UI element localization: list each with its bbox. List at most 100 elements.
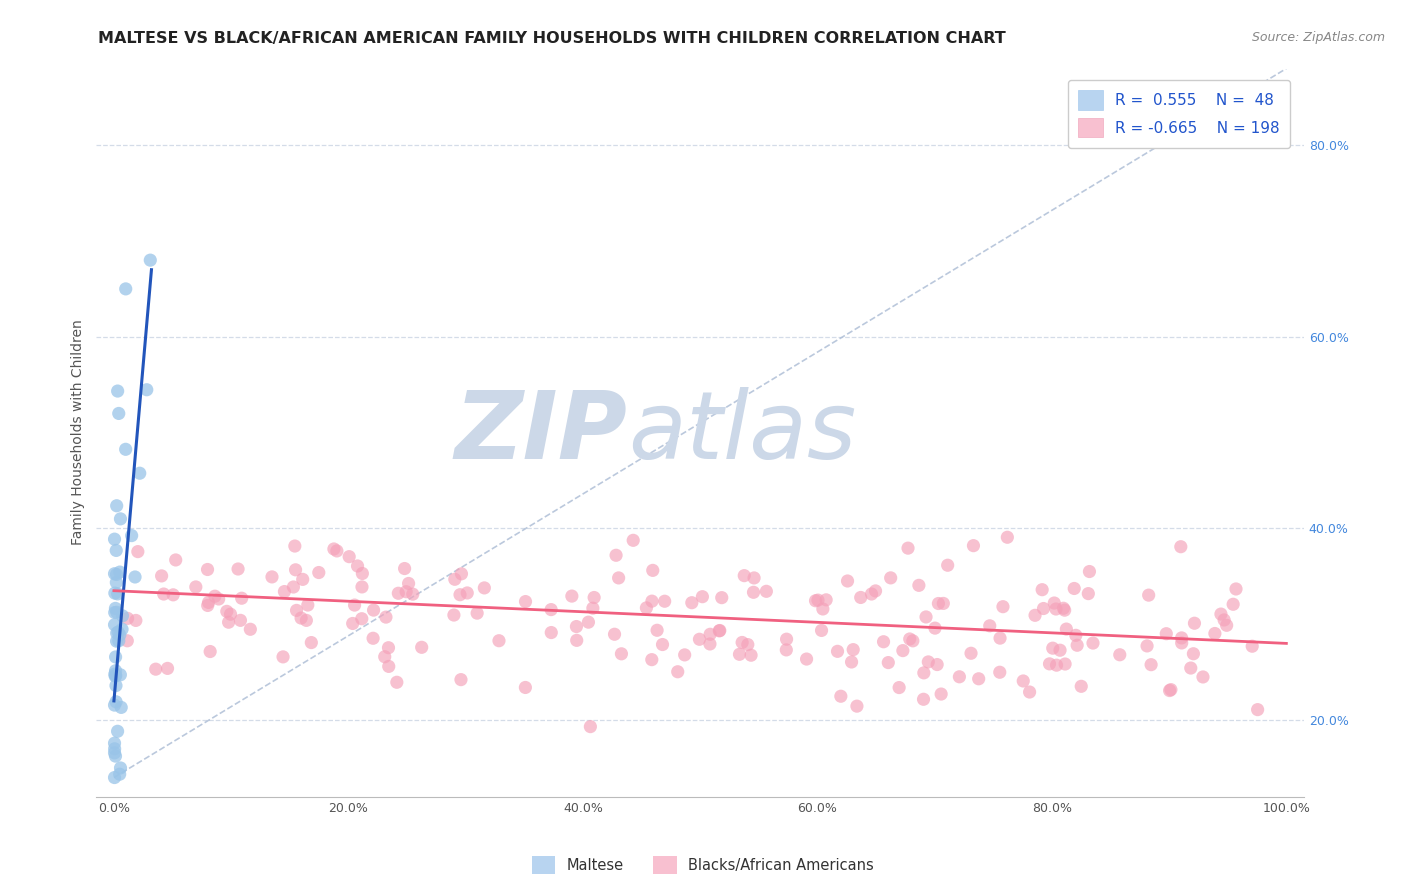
- Point: [108, 767, 131, 781]
- Point: [135, 383, 157, 397]
- Point: [1031, 582, 1053, 597]
- Point: [1042, 641, 1064, 656]
- Point: [681, 596, 703, 610]
- Point: [271, 649, 294, 664]
- Point: [1045, 602, 1067, 616]
- Point: [260, 570, 283, 584]
- Point: [515, 681, 537, 695]
- Point: [1045, 658, 1067, 673]
- Point: [290, 611, 312, 625]
- Point: [1012, 673, 1035, 688]
- Point: [841, 655, 863, 669]
- Point: [810, 624, 832, 638]
- Point: [1159, 683, 1181, 698]
- Point: [1213, 613, 1236, 627]
- Point: [737, 638, 759, 652]
- Point: [742, 585, 765, 599]
- Point: [1018, 685, 1040, 699]
- Point: [651, 638, 673, 652]
- Point: [103, 771, 125, 785]
- Text: Source: ZipAtlas.com: Source: ZipAtlas.com: [1251, 31, 1385, 45]
- Point: [540, 602, 562, 616]
- Point: [673, 648, 696, 662]
- Point: [465, 606, 488, 620]
- Point: [150, 569, 173, 583]
- Point: [1215, 618, 1237, 632]
- Point: [1209, 607, 1232, 621]
- Point: [1140, 657, 1163, 672]
- Point: [775, 632, 797, 647]
- Point: [1038, 657, 1060, 671]
- Text: atlas: atlas: [627, 387, 856, 478]
- Point: [1184, 616, 1206, 631]
- Point: [710, 591, 733, 605]
- Point: [231, 591, 253, 606]
- Point: [105, 626, 128, 640]
- Point: [449, 588, 471, 602]
- Point: [104, 606, 127, 620]
- Point: [565, 619, 588, 633]
- Point: [709, 624, 731, 638]
- Point: [162, 588, 184, 602]
- Point: [226, 562, 249, 576]
- Point: [1182, 647, 1205, 661]
- Point: [114, 282, 136, 296]
- Point: [215, 604, 238, 618]
- Point: [105, 605, 128, 619]
- Point: [582, 601, 605, 615]
- Point: [603, 627, 626, 641]
- Point: [796, 652, 818, 666]
- Point: [104, 749, 127, 764]
- Point: [108, 628, 131, 642]
- Point: [108, 565, 131, 579]
- Legend: R =  0.555    N =  48, R = -0.665    N = 198: R = 0.555 N = 48, R = -0.665 N = 198: [1067, 79, 1291, 148]
- Point: [488, 633, 510, 648]
- Point: [218, 615, 240, 630]
- Point: [104, 586, 127, 600]
- Point: [688, 632, 710, 647]
- Point: [1170, 636, 1192, 650]
- Point: [197, 562, 219, 576]
- Point: [1064, 628, 1087, 642]
- Point: [107, 384, 129, 398]
- Point: [641, 653, 664, 667]
- Point: [1063, 582, 1085, 596]
- Point: [103, 532, 125, 546]
- Point: [636, 600, 658, 615]
- Point: [827, 644, 849, 658]
- Point: [1052, 601, 1074, 615]
- Point: [1204, 626, 1226, 640]
- Point: [402, 587, 425, 601]
- Point: [104, 741, 127, 756]
- Point: [105, 567, 128, 582]
- Point: [728, 648, 751, 662]
- Point: [450, 566, 472, 581]
- Point: [912, 665, 935, 680]
- Point: [117, 611, 139, 625]
- Point: [104, 601, 127, 615]
- Point: [229, 613, 252, 627]
- Point: [1170, 631, 1192, 645]
- Point: [111, 608, 134, 623]
- Point: [960, 646, 983, 660]
- Point: [995, 530, 1018, 544]
- Point: [1081, 636, 1104, 650]
- Point: [374, 649, 396, 664]
- Point: [104, 664, 127, 678]
- Point: [837, 574, 859, 588]
- Point: [908, 578, 931, 592]
- Point: [740, 648, 762, 663]
- Point: [1156, 626, 1178, 640]
- Point: [110, 667, 132, 681]
- Point: [204, 589, 226, 603]
- Point: [815, 592, 838, 607]
- Point: [915, 610, 938, 624]
- Point: [1241, 639, 1264, 653]
- Point: [897, 541, 920, 556]
- Point: [699, 637, 721, 651]
- Point: [709, 624, 731, 638]
- Point: [936, 558, 959, 573]
- Point: [377, 659, 399, 673]
- Point: [350, 580, 373, 594]
- Point: [273, 584, 295, 599]
